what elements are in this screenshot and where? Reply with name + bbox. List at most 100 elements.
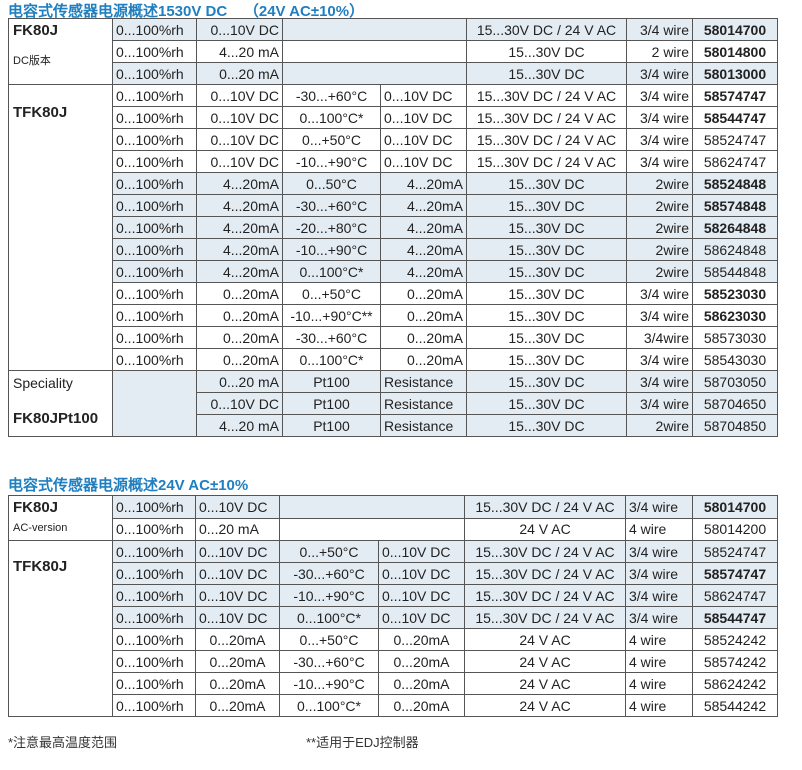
temperature-output: 0...10V DC [378, 584, 465, 607]
temperature-range: 0...100°C* [282, 260, 381, 283]
supply-voltage: 15...30V DC / 24 V AC [466, 18, 627, 41]
humidity-output: 0...10V DC [195, 540, 280, 563]
humidity-range: 0...100%rh [112, 62, 197, 85]
wiring: 2wire [626, 216, 693, 239]
wiring: 3/4 wire [625, 584, 693, 607]
humidity-range: 0...100%rh [112, 260, 197, 283]
temperature-output: Resistance [380, 370, 467, 393]
part-number: 58574848 [692, 194, 778, 217]
part-number: 58704850 [692, 414, 778, 437]
product-name: FK80JPt100 [13, 410, 99, 427]
humidity-output: 0...10V DC [196, 392, 283, 415]
temperature-range: -30...+60°C [282, 194, 381, 217]
temperature-range: -10...+90°C [279, 672, 379, 695]
humidity-range: 0...100%rh [112, 128, 197, 151]
humidity-output: 0...20mA [195, 672, 280, 695]
humidity-output: 0...10V DC [196, 150, 283, 173]
temperature-range: 0...100°C* [279, 694, 379, 717]
humidity-range: 0...100%rh [112, 584, 196, 607]
temperature-range: -10...+90°C [282, 150, 381, 173]
humidity-range: 0...100%rh [112, 238, 197, 261]
temperature-output: 0...10V DC [380, 150, 467, 173]
supply-voltage: 15...30V DC / 24 V AC [464, 562, 626, 585]
ac-product-table: FK80J AC-version 0...100%rh 0...10V DC 15...… [8, 495, 778, 717]
humidity-range: 0...100%rh [112, 84, 197, 107]
temperature-range: -10...+90°C [282, 238, 381, 261]
temperature-range: 0...50°C [282, 172, 381, 195]
part-number: 58704650 [692, 392, 778, 415]
humidity-output: 0...10V DC [196, 18, 283, 41]
humidity-range: 0...100%rh [112, 562, 196, 585]
part-number: 58523030 [692, 282, 778, 305]
humidity-range: 0...100%rh [112, 40, 197, 63]
part-number: 58624747 [692, 584, 778, 607]
table-row: 0...100%rh 0...10V DC -30...+60°C 0...10V D… [9, 562, 778, 585]
part-number: 58524747 [692, 540, 778, 563]
table-row: FK80J DC版本 0...100%rh 0...10V DC 15...30V DC… [8, 18, 778, 85]
humidity-range: 0...100%rh [112, 282, 197, 305]
part-number: 58703050 [692, 370, 778, 393]
wiring: 2wire [626, 260, 693, 283]
temperature-output: 0...20mA [378, 694, 465, 717]
temperature-output: 0...20mA [378, 628, 465, 651]
part-number: 58574747 [692, 84, 778, 107]
temperature-output: 0...10V DC [378, 606, 465, 629]
wiring: 3/4 wire [625, 495, 693, 519]
temperature-output: 0...20mA [380, 326, 467, 349]
wiring: 2 wire [626, 40, 693, 63]
part-number: 58624848 [692, 238, 778, 261]
product-name: TFK80J [13, 104, 68, 121]
humidity-output: 4...20mA [196, 194, 283, 217]
footnote-max-temp: *注意最高温度范围 [8, 735, 118, 750]
supply-voltage: 15...30V DC [466, 238, 627, 261]
humidity-range: 0...100%rh [112, 304, 197, 327]
supply-voltage: 15...30V DC / 24 V AC [464, 540, 626, 563]
part-number: 58574242 [692, 650, 778, 673]
supply-voltage: 15...30V DC / 24 V AC [464, 584, 626, 607]
table-row: 0...100%rh 4...20 mA 15...30V DC 2 wire 5801… [9, 40, 778, 63]
wiring: 3/4 wire [626, 18, 693, 41]
table-row: 0...100%rh 0...10V DC -10...+90°C 0...10V D… [9, 150, 778, 173]
table-row: 0...100%rh 0...20mA -30...+60°C 0...20mA 15.… [9, 326, 778, 349]
section2-title: 电容式传感器电源概述24V AC±10% [8, 477, 249, 494]
humidity-output: 0...20mA [196, 348, 283, 371]
humidity-output: 4...20mA [196, 260, 283, 283]
wiring: 4 wire [625, 650, 693, 673]
wiring: 2wire [626, 238, 693, 261]
wiring: 3/4 wire [626, 392, 693, 415]
supply-voltage: 15...30V DC [466, 414, 627, 437]
wiring: 3/4 wire [626, 84, 693, 107]
humidity-output: 0...10V DC [195, 495, 280, 519]
supply-voltage: 24 V AC [464, 694, 626, 717]
humidity-range: 0...100%rh [112, 150, 197, 173]
wiring: 3/4 wire [626, 304, 693, 327]
humidity-range: 0...100%rh [112, 540, 196, 563]
humidity-output: 4...20mA [196, 216, 283, 239]
humidity-output: 0...10V DC [196, 128, 283, 151]
table-row: TFK80J 0...100%rh 0...10V DC 0...+50°C 0...1… [8, 540, 778, 717]
part-number: 58264848 [692, 216, 778, 239]
wiring: 2wire [626, 414, 693, 437]
part-number: 58014800 [692, 40, 778, 63]
table-row: 0...100%rh 0...10V DC -10...+90°C 0...10V D… [9, 584, 778, 607]
temperature-output: 0...20mA [380, 348, 467, 371]
part-number: 58544848 [692, 260, 778, 283]
table-row: 0...100%rh 4...20mA -30...+60°C 4...20mA 15.… [9, 194, 778, 217]
table-row: 0...100%rh 0...20 mA 24 V AC 4 wire 58014200 [9, 517, 778, 541]
humidity-output: 0...20mA [195, 650, 280, 673]
humidity-range: 0...100%rh [112, 172, 197, 195]
humidity-output: 0...20mA [196, 304, 283, 327]
table-row: 0...100%rh 0...20mA 0...+50°C 0...20mA 24 V … [9, 628, 778, 651]
temperature-output: Resistance [380, 414, 467, 437]
wiring: 3/4wire [626, 326, 693, 349]
temperature-range [279, 517, 465, 541]
wiring: 4 wire [625, 694, 693, 717]
wiring: 4 wire [625, 628, 693, 651]
temperature-range: -10...+90°C [279, 584, 379, 607]
supply-voltage: 15...30V DC / 24 V AC [464, 606, 626, 629]
humidity-output: 0...20mA [196, 282, 283, 305]
temperature-output: 0...10V DC [380, 128, 467, 151]
part-number: 58624747 [692, 150, 778, 173]
temperature-output: 4...20mA [380, 260, 467, 283]
part-number: 58573030 [692, 326, 778, 349]
